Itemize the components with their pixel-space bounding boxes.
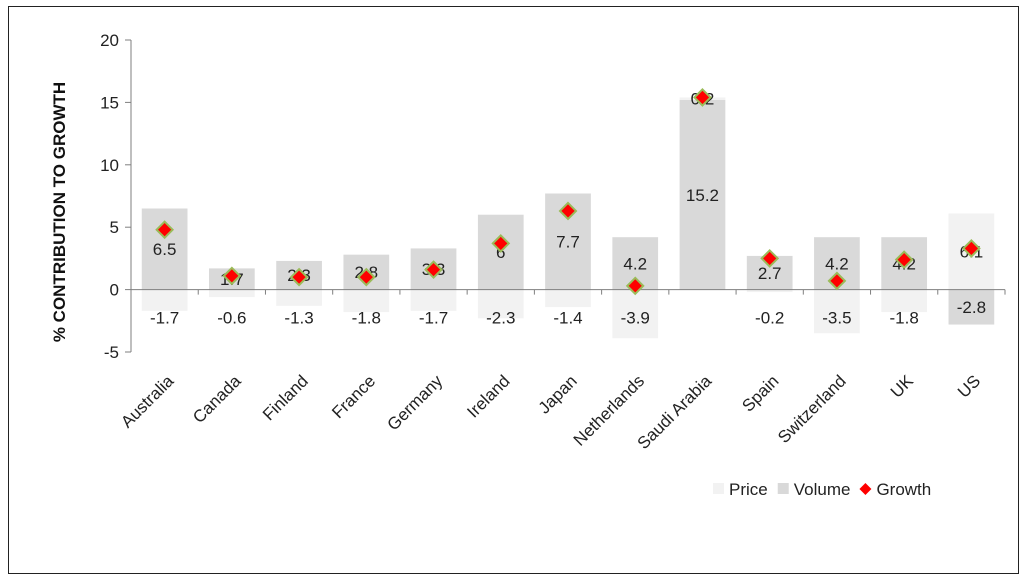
growth-marker [222, 266, 242, 286]
category-labels-layer: Australia Canada Finland France Germany Irela… [117, 371, 984, 453]
volume-data-label: -2.8 [957, 298, 986, 317]
price-data-label: -1.4 [553, 309, 582, 328]
growth-marker [289, 267, 309, 287]
y-tick-label: 15 [100, 93, 119, 112]
bars-layer [141, 97, 995, 339]
y-tick-label: 0 [110, 281, 119, 300]
category-label: Canada [189, 371, 245, 427]
price-data-label: -1.7 [150, 309, 179, 328]
category-label: US [954, 371, 984, 401]
growth-marker [760, 248, 780, 268]
price-data-label: -3.5 [822, 309, 851, 328]
axis-layer: 20 15 10 5 0 -5 [100, 31, 1006, 362]
price-data-label: -0.2 [755, 309, 784, 328]
price-data-label: -1.7 [419, 309, 448, 328]
growth-marker [491, 234, 511, 253]
category-label: Japan [535, 371, 581, 417]
growth-marker [356, 267, 376, 287]
price-data-label: -3.9 [621, 309, 650, 328]
volume-legend-label: Volume [794, 480, 851, 499]
y-tick-label: 20 [100, 31, 119, 50]
price-bar [746, 289, 793, 293]
growth-marker [155, 220, 175, 240]
growth-marker [424, 260, 443, 280]
price-bar [612, 289, 659, 339]
growth-marker [625, 276, 645, 296]
growth-legend-label: Growth [876, 480, 931, 499]
category-label: Finland [259, 371, 312, 424]
growth-marker [961, 239, 981, 258]
category-label: Germany [383, 371, 446, 434]
price-data-label: -1.8 [352, 309, 381, 328]
y-axis-title: % CONTRIBUTION TO GROWTH [50, 82, 69, 342]
category-label: Ireland [463, 371, 513, 421]
price-bar [477, 289, 524, 319]
price-bar [343, 289, 390, 313]
growth-marker [693, 87, 712, 107]
price-legend-swatch [713, 483, 724, 494]
category-label: Australia [117, 371, 178, 432]
volume-data-label: 4.2 [825, 254, 849, 273]
growth-marker [894, 250, 914, 270]
price-bar [208, 289, 255, 298]
category-label: Spain [738, 371, 782, 415]
price-legend-label: Price [729, 480, 768, 499]
data-labels-layer: 6.5-1.71.7-0.62.3-1.32.8-1.83.3-1.76-2.3… [150, 90, 986, 328]
price-bar [881, 289, 928, 313]
price-bar [545, 289, 591, 308]
volume-data-label: 4.2 [623, 254, 647, 273]
volume-data-label: 7.7 [556, 233, 580, 252]
volume-bar [948, 289, 995, 325]
volume-data-label: 6.5 [153, 240, 177, 259]
growth-legend-swatch [859, 483, 872, 495]
price-data-label: -0.6 [217, 309, 246, 328]
growth-marker [558, 201, 578, 221]
growth-markers-layer [155, 87, 981, 296]
price-data-label: -1.3 [284, 309, 313, 328]
volume-data-label: 15.2 [686, 186, 719, 205]
price-data-label: -2.3 [486, 309, 515, 328]
price-data-label: -1.8 [890, 309, 919, 328]
category-label: France [328, 371, 379, 422]
category-label: UK [887, 371, 918, 402]
growth-marker [827, 271, 847, 291]
price-bar [141, 289, 188, 311]
volume-data-label: 2.7 [758, 264, 782, 283]
category-label: Switzerland [774, 371, 850, 447]
price-bar [814, 289, 860, 334]
legend: Price Volume Growth [713, 480, 931, 499]
y-tick-label: 10 [100, 156, 119, 175]
y-tick-label: 5 [110, 218, 119, 237]
volume-legend-swatch [777, 483, 789, 494]
y-tick-label: -5 [104, 343, 119, 362]
volume-bar [679, 99, 726, 290]
price-bar [276, 289, 322, 306]
price-bar [410, 289, 457, 311]
